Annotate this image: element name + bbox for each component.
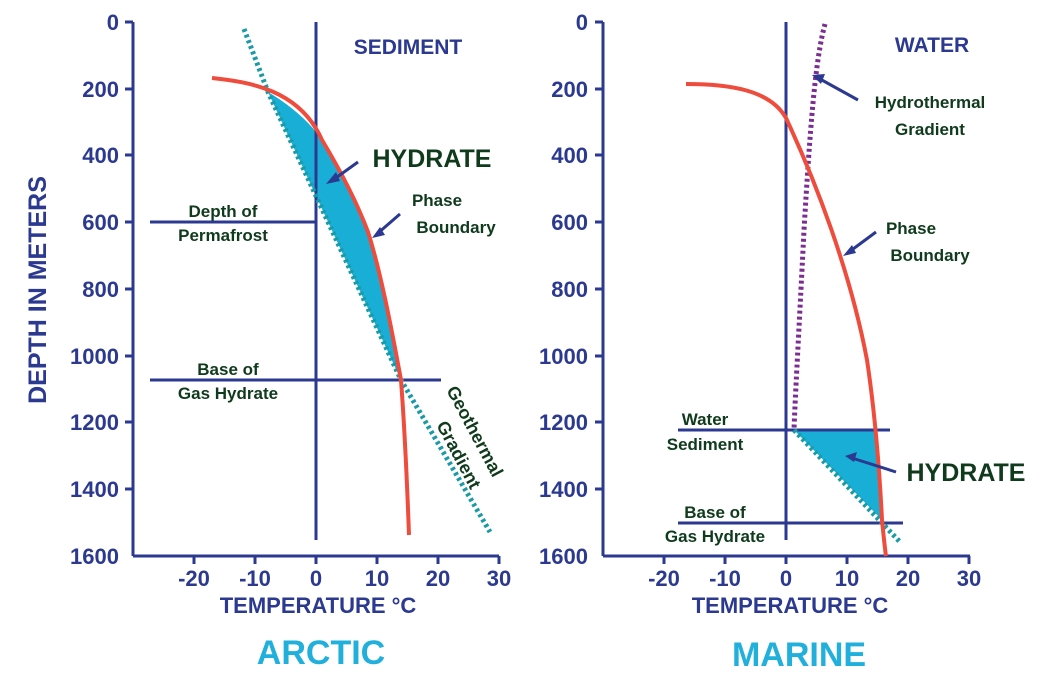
marine-x-tick-label: 0 <box>780 566 792 591</box>
marine-base-label: Gas Hydrate <box>665 527 765 546</box>
marine-water-sediment-label: Water <box>682 410 729 429</box>
arctic-x-axis-label: TEMPERATURE °C <box>220 593 417 618</box>
arctic-y-tick-marks <box>125 20 133 491</box>
arctic-x-tick-label: 20 <box>426 566 450 591</box>
marine-x-tick-label: 30 <box>957 566 981 591</box>
y-axis-label: DEPTH IN METERS <box>24 176 52 404</box>
marine-y-tick-label: 200 <box>551 77 588 102</box>
arctic-y-tick-label: 1200 <box>70 410 119 435</box>
marine-hydrothermal-arrow <box>819 77 859 102</box>
marine-x-tick-label: -10 <box>709 566 741 591</box>
marine-hydrothermal-arrowhead <box>812 74 825 84</box>
marine-x-tick-marks <box>662 556 971 564</box>
arctic-x-tick-label: -20 <box>178 566 210 591</box>
marine-panel: 0 200 400 600 800 1000 1200 1400 1600 -2… <box>539 10 1025 674</box>
arctic-x-tick-label: 10 <box>365 566 389 591</box>
marine-x-tick-label: 20 <box>896 566 920 591</box>
marine-x-axis-label: TEMPERATURE °C <box>692 593 889 618</box>
marine-hydrothermal-gradient <box>791 23 828 431</box>
arctic-region-label: SEDIMENT <box>354 36 463 59</box>
arctic-x-tick-label: 30 <box>487 566 511 591</box>
marine-phase-label: Phase <box>886 219 936 238</box>
arctic-y-tick-label: 1000 <box>70 344 119 369</box>
marine-phase-boundary <box>685 82 888 557</box>
marine-y-tick-marks <box>595 20 603 491</box>
marine-y-tick-label: 600 <box>551 210 588 235</box>
arctic-y-tick-label: 1400 <box>70 477 119 502</box>
marine-water-sediment-label: Sediment <box>667 435 744 454</box>
arctic-phase-boundary <box>211 76 411 536</box>
arctic-y-tick-label: 600 <box>82 210 119 235</box>
marine-phase-label: Boundary <box>890 246 970 265</box>
marine-hydrate-arrow <box>851 456 897 474</box>
arctic-phase-arrowhead <box>372 227 385 238</box>
arctic-base-label: Base of <box>197 360 259 379</box>
arctic-y-tick-label: 1600 <box>70 544 119 569</box>
arctic-permafrost-label: Depth of <box>189 202 258 221</box>
marine-y-tick-label: 1400 <box>539 477 588 502</box>
marine-hydrothermal-label: Gradient <box>895 120 965 139</box>
arctic-x-tick-label: 0 <box>310 566 322 591</box>
arctic-phase-label: Boundary <box>416 218 496 237</box>
marine-region-label: WATER <box>895 34 969 57</box>
arctic-hydrate-arrowhead <box>326 172 340 184</box>
arctic-title: ARCTIC <box>257 634 385 672</box>
marine-hydrate-label: HYDRATE <box>907 459 1026 487</box>
arctic-y-tick-label: 800 <box>82 277 119 302</box>
arctic-base-label: Gas Hydrate <box>178 384 278 403</box>
marine-y-tick-label: 1000 <box>539 344 588 369</box>
marine-title: MARINE <box>732 636 866 674</box>
marine-x-tick-label: 10 <box>835 566 859 591</box>
arctic-panel: 0 200 400 600 800 1000 1200 1400 1600 -2… <box>70 10 511 672</box>
marine-hydrate-arrowhead <box>845 452 857 462</box>
marine-hydrothermal-label: Hydrothermal <box>875 93 986 112</box>
arctic-y-tick-label: 200 <box>82 77 119 102</box>
arctic-x-tick-label: -10 <box>239 566 271 591</box>
marine-phase-arrowhead <box>843 245 856 256</box>
arctic-phase-label: Phase <box>412 191 462 210</box>
arctic-x-tick-marks <box>192 556 501 564</box>
arctic-y-tick-label: 400 <box>82 143 119 168</box>
marine-y-tick-label: 1200 <box>539 410 588 435</box>
arctic-y-tick-label: 0 <box>107 10 119 35</box>
arctic-hydrate-label: HYDRATE <box>373 145 492 173</box>
marine-y-tick-label: 1600 <box>539 544 588 569</box>
arctic-permafrost-label: Permafrost <box>178 226 268 245</box>
marine-y-tick-label: 400 <box>551 143 588 168</box>
marine-y-tick-label: 800 <box>551 277 588 302</box>
marine-y-tick-label: 0 <box>576 10 588 35</box>
marine-x-tick-label: -20 <box>648 566 680 591</box>
marine-base-label: Base of <box>684 503 746 522</box>
